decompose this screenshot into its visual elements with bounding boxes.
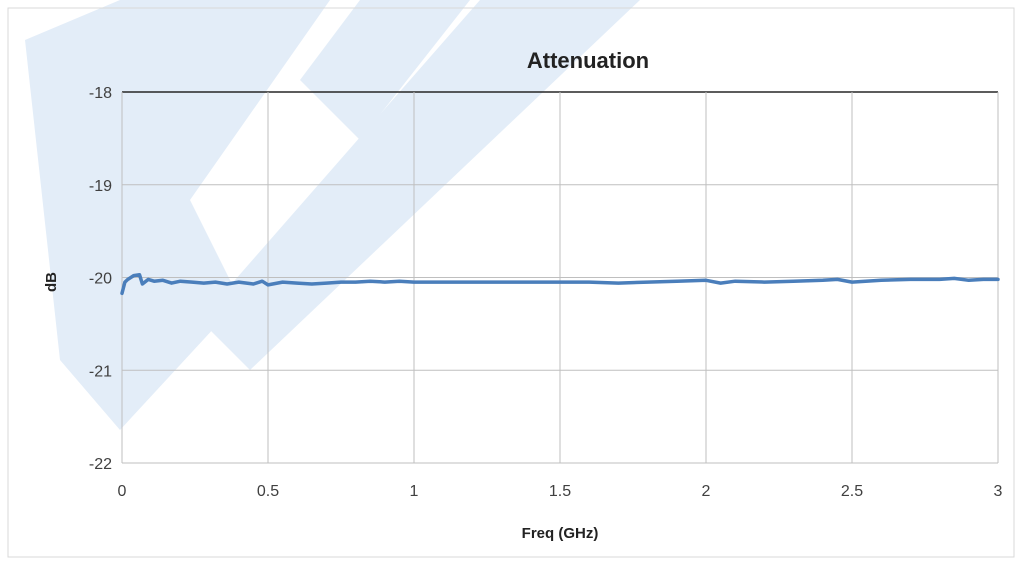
x-tick-labels: 0 0.5 1 1.5 2 2.5 3 [118, 483, 1003, 500]
grid-lines [121, 91, 999, 464]
x-tick-label: 1.5 [549, 483, 571, 500]
x-tick-label: 3 [994, 483, 1003, 500]
x-tick-label: 1 [410, 483, 419, 500]
y-tick-label: -21 [89, 363, 112, 380]
y-tick-label: -19 [89, 178, 112, 195]
x-axis-title: Freq (GHz) [522, 525, 599, 542]
x-tick-label: 2 [702, 483, 711, 500]
y-tick-labels: -18 -19 -20 -21 -22 [89, 85, 112, 473]
x-tick-label: 2.5 [841, 483, 863, 500]
y-tick-label: -18 [89, 85, 112, 102]
y-axis-title: dB [43, 272, 60, 292]
chart-title: Attenuation [527, 48, 649, 73]
y-tick-label: -22 [89, 456, 112, 473]
outer-frame [7, 7, 1015, 558]
x-tick-label: 0 [118, 483, 127, 500]
x-tick-label: 0.5 [257, 483, 279, 500]
y-tick-label: -20 [89, 271, 112, 288]
series-line-attenuation [120, 272, 1000, 296]
watermark-shape [300, 0, 470, 140]
watermark-shape [25, 0, 330, 430]
